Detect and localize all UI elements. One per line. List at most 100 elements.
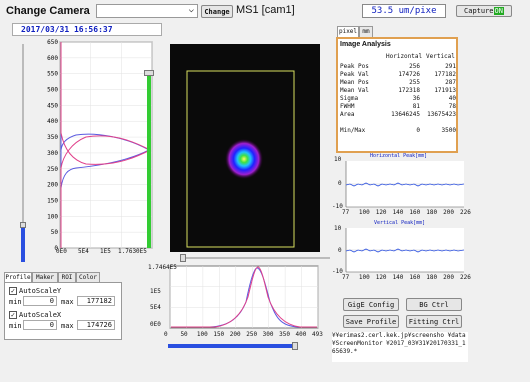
hp-xtick-8: 400 [295,331,307,338]
camera-select[interactable]: ⌵ [96,4,198,18]
capture-state-badge: ON [493,7,504,15]
image-analysis-title: Image Analysis [340,41,391,48]
fitting-ctrl-button[interactable]: Fitting Ctrl [406,315,462,328]
peak-h-xtick-4: 160 [409,209,421,216]
horizontal-peak-trend-line [345,182,465,187]
timestamp-text: 2017/03/31 16:56:37 [21,25,113,34]
autoscale-y-min-input[interactable]: 0 [23,296,57,306]
horizontal-peak-svg [345,161,465,208]
analysis-row-horizontal: 255 [409,79,420,86]
tab-color[interactable]: Color [76,272,100,282]
peak-h-xtick-0: 77 [342,209,350,216]
bg-ctrl-button[interactable]: BG Ctrl [406,298,462,311]
hpk-ytick-1: 0 [338,180,342,187]
tab-roi[interactable]: ROI [58,272,76,282]
peak-v-xtick-2: 120 [375,274,387,281]
vp-xtick-0: 0E0 [56,248,67,255]
left-tab-strip: Profile Maker ROI Color [4,270,122,282]
horizontal-profile-slider-fill [168,344,296,348]
hp-ytick-1: 5E4 [150,304,161,311]
peak-h-xtick-2: 120 [375,209,387,216]
peak-v-xtick-1: 100 [358,274,370,281]
vertical-profile-chart: 0 50 100 150 200 250 300 350 400 450 500 550 600 650 [26,38,160,264]
analysis-row-vertical: 291 [445,63,456,70]
camera-image-svg [186,70,295,248]
analysis-row-label: FWHM [340,103,355,110]
timestamp-display: 2017/03/31 16:56:37 [12,23,162,36]
hp-xtick-9: 493 [312,331,323,338]
vp-ytick-13: 650 [47,39,58,46]
vertical-profile-xtick-labels: 0E0 5E4 1E5 1.7630E5 [56,248,160,258]
save-profile-button[interactable]: Save Profile [343,315,399,328]
autoscale-y-label: AutoScaleY [19,287,62,295]
horizontal-profile-slider[interactable] [168,342,300,350]
beam-spot [225,139,263,179]
vertical-roi-slider-fill [147,76,151,248]
hp-xtick-2: 100 [196,331,208,338]
vertical-roi-slider[interactable] [144,70,154,250]
vp-xtick-1: 5E4 [78,248,89,255]
vertical-roi-slider-thumb[interactable] [144,70,154,76]
vertical-peak-trend-line [345,248,465,253]
vertical-slider-thumb[interactable] [20,222,26,228]
autoscale-x-max-input[interactable]: 174726 [77,320,115,330]
analysis-row-vertical: 171913 [434,87,456,94]
image-analysis-panel: Image Analysis Horizontal Vertical Peak … [336,37,458,153]
tab-maker[interactable]: Maker [32,272,58,282]
change-button[interactable]: Change [201,5,233,18]
vp-ytick-3: 150 [47,197,58,204]
hp-ytick-0: 0E0 [150,321,161,328]
horizontal-roi-slider[interactable] [180,254,330,262]
horizontal-peak-chart: Horizontal Peak[mm] 10 0 -10 77 100 120 140… [330,153,471,219]
column-header-horizontal: Horizontal [386,53,423,60]
column-header-vertical: Vertical [426,53,455,60]
vp-ytick-6: 300 [47,150,58,157]
autoscale-x-min-input[interactable]: 0 [23,320,57,330]
hp-xtick-1: 50 [180,331,188,338]
analysis-row-label: Mean Val [340,87,369,94]
vertical-slider[interactable] [20,44,26,262]
horizontal-profile-ytick-labels: 1.7464E5 1E5 5E4 0E0 [148,264,177,330]
hpk-ytick-0: 10 [334,156,342,163]
vertical-profile-plot-area [59,41,153,249]
autoscale-y-max-input[interactable]: 177182 [77,296,115,306]
gige-config-button[interactable]: GigE Config [343,298,399,311]
horizontal-roi-slider-thumb[interactable] [180,254,186,262]
peak-h-xtick-3: 140 [392,209,404,216]
horizontal-profile-chart [150,262,330,342]
analysis-row-label: Min/Max [340,127,366,134]
vp-xtick-2: 1E5 [100,248,111,255]
analysis-row-vertical: 3500 [441,127,456,134]
horizontal-profile-xtick-labels: 0 50 100 150 200 250 300 350 400 493 [164,331,330,340]
analysis-row-horizontal: 36 [412,95,420,102]
analysis-row-vertical: 177182 [434,71,456,78]
tab-mm[interactable]: mm [359,26,373,37]
autoscale-x-checkbox[interactable]: ✓ [9,311,17,319]
scale-value-text: 53.5 um/pixe [371,6,437,16]
autoscale-y-checkbox[interactable]: ✓ [9,287,17,295]
hpk-ytick-2: -10 [332,203,343,210]
capture-label: Capture [464,7,494,15]
analysis-row-label: Mean Pos [340,79,369,86]
analysis-row-horizontal: 172318 [398,87,420,94]
tab-profile[interactable]: Profile [4,272,32,282]
vertical-profile-svg: 0 50 100 150 200 250 300 350 400 450 500 550 600 650 [47,39,153,252]
capture-button[interactable]: CaptureON [456,5,512,17]
camera-image-view[interactable] [170,44,320,252]
save-path-text: ¥¥erimas2.cerl.kek.jp¥screensho ¥data¥Sc… [332,332,468,362]
peak-h-xtick-6: 200 [443,209,454,216]
hp-ytick-3: 1.7464E5 [148,264,177,271]
vp-ytick-9: 450 [47,102,58,109]
analysis-row-horizontal: 13646245 [391,111,420,118]
vp-xtick-3: 1.7630E5 [118,248,147,255]
analysis-row-label: Sigma [340,95,359,102]
autoscale-x-label: AutoScaleX [19,311,62,319]
vpk-ytick-2: -10 [332,268,343,275]
vertical-slider-track [22,44,24,262]
analysis-row-horizontal: 0 [416,127,420,134]
peak-v-xtick-3: 140 [392,274,404,281]
tab-pixel[interactable]: pixel [337,26,359,37]
horizontal-profile-slider-thumb[interactable] [292,342,298,350]
roi-rectangle[interactable] [186,70,295,248]
analysis-row-vertical: 13675423 [427,111,456,118]
